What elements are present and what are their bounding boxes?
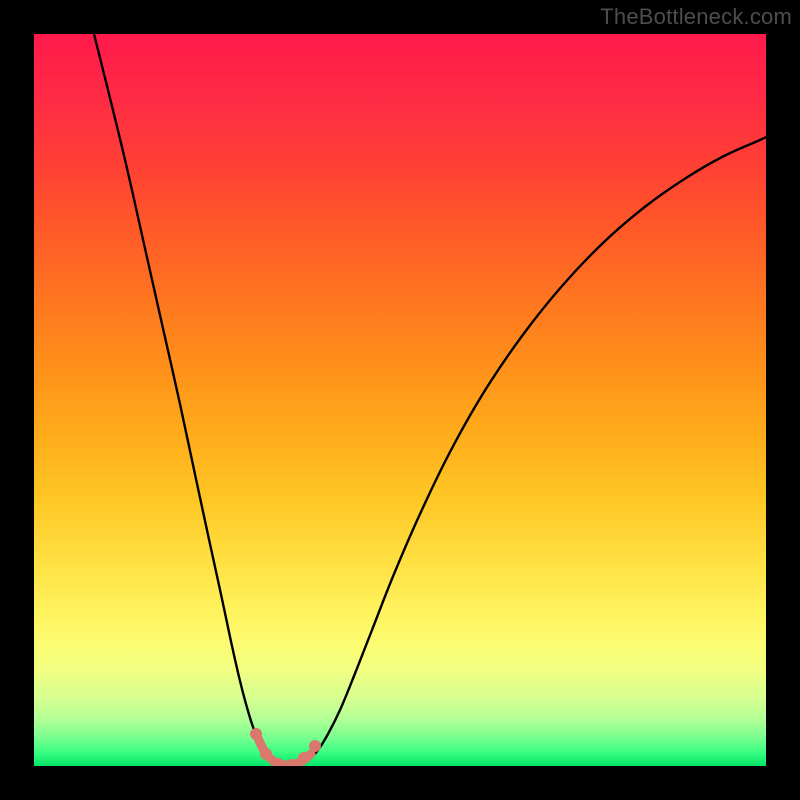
marker-dot [309, 740, 321, 752]
marker-dot [260, 748, 272, 760]
curve-layer [34, 34, 766, 766]
bottleneck-curve [94, 34, 766, 766]
marker-dot [250, 728, 262, 740]
watermark-text: TheBottleneck.com [600, 4, 792, 30]
plot-area [34, 34, 766, 766]
marker-dot [298, 752, 310, 764]
chart-container: TheBottleneck.com [0, 0, 800, 800]
